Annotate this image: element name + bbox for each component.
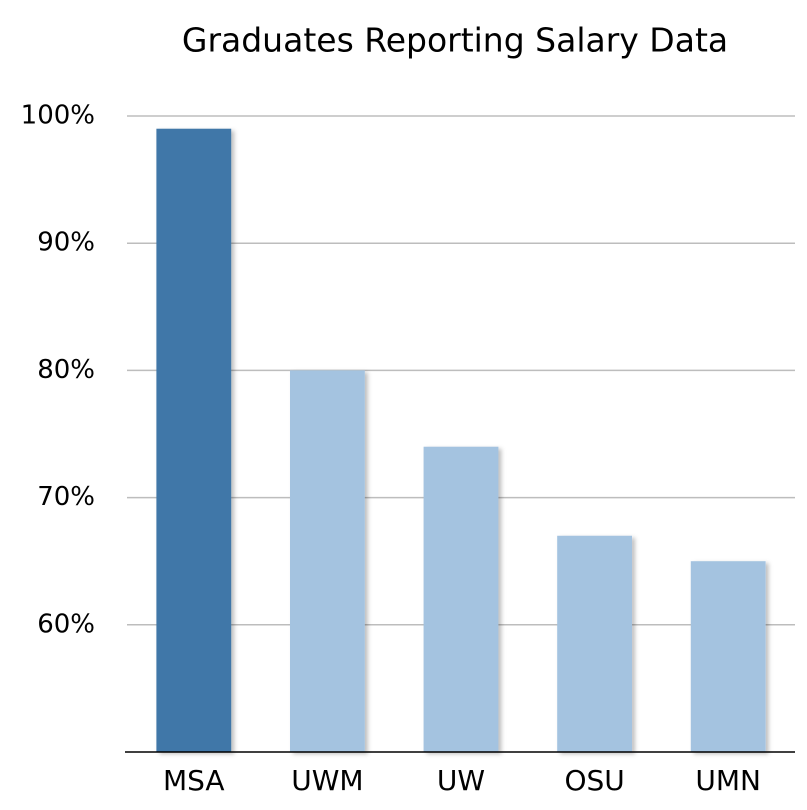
x-tick-label: UMN — [695, 764, 761, 797]
bar — [423, 446, 499, 752]
x-tick-label: OSU — [564, 764, 624, 797]
bar — [557, 535, 633, 752]
bar — [690, 561, 766, 752]
bar — [156, 128, 232, 753]
chart-title: Graduates Reporting Salary Data — [182, 21, 728, 60]
bar — [289, 370, 365, 752]
y-tick-label: 100% — [21, 101, 95, 131]
y-tick-label: 70% — [37, 482, 95, 512]
x-tick-label: MSA — [163, 764, 225, 797]
x-tick-label: UWM — [291, 764, 363, 797]
x-tick-label: UW — [437, 764, 485, 797]
y-tick-label: 90% — [37, 228, 95, 258]
y-tick-label: 60% — [37, 609, 95, 639]
y-tick-label: 80% — [37, 355, 95, 385]
